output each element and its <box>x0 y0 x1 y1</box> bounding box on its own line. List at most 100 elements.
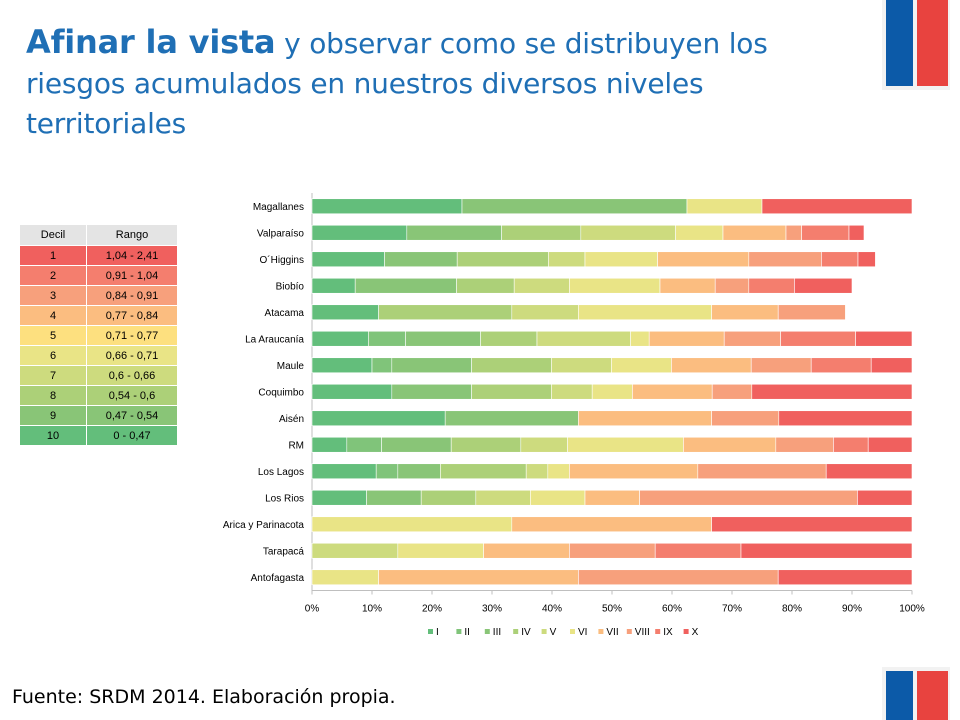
bar-segment <box>311 224 408 241</box>
decile-range: 0 - 0,47 <box>86 425 178 446</box>
title-emphasis: Afinar la vista <box>26 23 276 61</box>
bar-segment <box>569 463 699 480</box>
decile-range: 0,66 - 0,71 <box>86 345 178 366</box>
bar-segment <box>639 489 858 506</box>
bar-segment <box>578 410 712 427</box>
bar-segment <box>456 277 515 294</box>
legend-label: VII <box>606 627 618 638</box>
decile-row: 1 1,04 - 2,41 <box>19 245 178 266</box>
stacked-bar-chart: Magallanes Valparaíso O´Higgins Biobío Ataca… <box>223 193 925 638</box>
bar-segment <box>711 304 779 321</box>
bar-segment <box>378 304 513 321</box>
x-tick-label: 20% <box>422 604 442 615</box>
bar-segment <box>483 542 570 559</box>
bar-segment <box>311 357 373 374</box>
decile-number: 3 <box>19 285 87 306</box>
bar-segment <box>444 410 579 427</box>
x-tick-label: 40% <box>542 604 562 615</box>
decile-range: 0,77 - 0,84 <box>86 305 178 326</box>
decile-row: 10 0 - 0,47 <box>19 425 178 446</box>
bar-segment <box>569 277 661 294</box>
bar-segment <box>857 251 876 268</box>
x-tick-label: 90% <box>842 604 862 615</box>
x-tick-label: 10% <box>362 604 382 615</box>
x-tick-label: 0% <box>305 604 320 615</box>
legend-label: X <box>692 627 699 638</box>
x-tick-label: 30% <box>482 604 502 615</box>
bar-segment <box>777 304 846 321</box>
bar-segment <box>857 489 913 506</box>
bar-segment <box>371 357 393 374</box>
decile-row: 4 0,77 - 0,84 <box>19 305 178 326</box>
bar-segment <box>740 542 913 559</box>
legend-label: IV <box>521 627 531 638</box>
bar-segment <box>384 251 458 268</box>
legend-swatch <box>655 629 661 634</box>
decile-range: 0,71 - 0,77 <box>86 325 178 346</box>
bar-segment <box>821 251 859 268</box>
source-note: Fuente: SRDM 2014. Elaboración propia. <box>12 686 396 708</box>
bar-segment <box>870 357 913 374</box>
legend-swatch <box>428 629 433 634</box>
category-label: O´Higgins <box>260 254 304 266</box>
bar-segment <box>714 277 750 294</box>
x-tick-label: 80% <box>782 604 802 615</box>
bar-segment <box>475 489 531 506</box>
bar-segment <box>569 542 656 559</box>
category-label: Biobío <box>276 281 305 292</box>
bar-segment <box>311 463 377 480</box>
legend-swatch <box>456 629 462 634</box>
bar-segment <box>855 330 913 347</box>
legend-swatch <box>598 629 604 634</box>
category-label: Antofagasta <box>251 573 305 584</box>
bar-segment <box>511 516 712 533</box>
bar-segment <box>311 277 356 294</box>
decile-range: 0,84 - 0,91 <box>86 285 178 306</box>
bar-segment <box>375 463 399 480</box>
title-rest: y observar como se distribuyen los riesg… <box>26 27 768 140</box>
bar-segment <box>391 383 472 400</box>
bar-segment <box>366 489 422 506</box>
category-label: Aisén <box>279 414 304 425</box>
bar-segment <box>311 251 385 268</box>
bar-segment <box>833 436 869 453</box>
category-label: Los Rios <box>265 493 304 504</box>
decile-number: 9 <box>19 405 87 426</box>
bar-segment <box>748 277 795 294</box>
bar-segment <box>440 463 527 480</box>
bar-segment <box>697 463 827 480</box>
category-label: Magallanes <box>253 202 304 213</box>
legend-label: III <box>493 627 501 638</box>
bar-segment <box>722 224 787 241</box>
bar-segment <box>785 224 802 241</box>
legend-swatch <box>626 629 632 634</box>
chile-flag-logo-bottom <box>882 667 950 720</box>
bar-segment <box>511 304 579 321</box>
bar-segment <box>780 330 856 347</box>
legend-swatch <box>541 629 547 634</box>
chile-flag-logo-top <box>882 0 950 90</box>
bar-segment <box>648 330 725 347</box>
decile-range: 1,04 - 2,41 <box>86 245 178 266</box>
legend-label: IX <box>663 627 673 638</box>
bar-segment <box>311 383 393 400</box>
bar-segment <box>748 251 822 268</box>
bar-segment <box>711 410 780 427</box>
bar-segment <box>536 330 631 347</box>
bar-segment <box>584 251 658 268</box>
bar-segment <box>578 304 712 321</box>
bar-segment <box>397 542 484 559</box>
x-tick-label: 60% <box>662 604 682 615</box>
header-rango: Rango <box>86 224 178 246</box>
bar-segment <box>711 516 913 533</box>
bar-segment <box>611 357 672 374</box>
bar-segment <box>420 489 477 506</box>
bar-segment <box>368 330 406 347</box>
decile-number: 1 <box>19 245 87 266</box>
category-label: RM <box>288 440 304 451</box>
category-label: Valparaíso <box>257 228 305 239</box>
bar-segment <box>520 436 568 453</box>
x-tick-label: 100% <box>899 604 925 615</box>
bar-segment <box>632 383 713 400</box>
decile-number: 5 <box>19 325 87 346</box>
